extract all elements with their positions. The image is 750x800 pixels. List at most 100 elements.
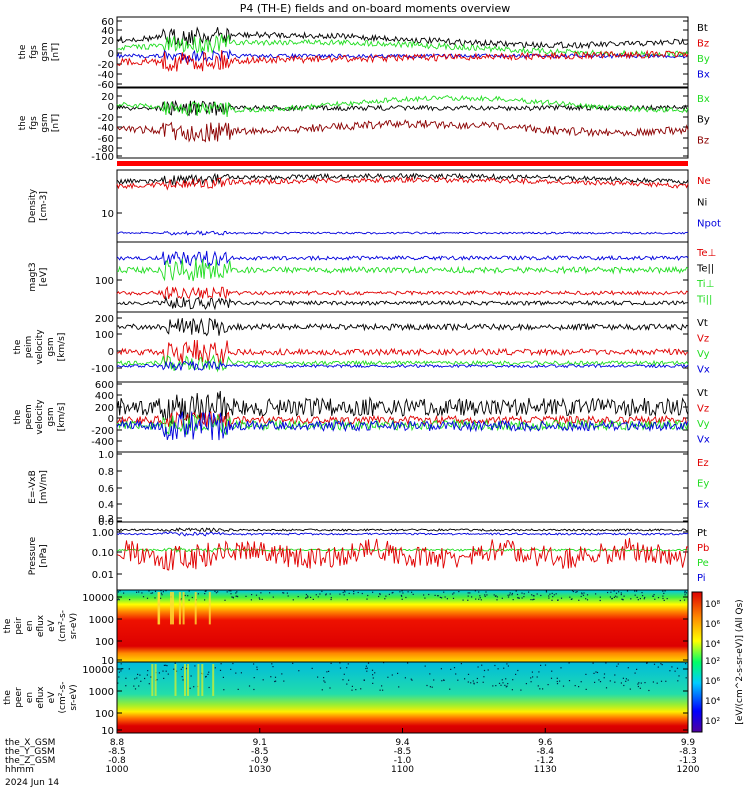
spectrogram-speckle: [610, 591, 612, 593]
spectrogram-speckle: [215, 592, 217, 594]
spectrogram-speckle: [138, 591, 140, 593]
spectrogram-speckle: [605, 687, 608, 689]
spectrogram-speckle: [383, 662, 385, 664]
x-axis-row-name: the_Z_GSM: [5, 756, 55, 766]
x-tick-label: -8.3: [679, 747, 697, 757]
spectrogram-speckle: [547, 684, 549, 686]
spectrogram-speckle: [382, 689, 384, 691]
spectrogram-speckle: [662, 595, 664, 597]
spectrogram-speckle: [166, 665, 168, 667]
spectrogram-speckle: [620, 682, 622, 684]
spectrogram-speckle: [533, 598, 535, 600]
spectrogram-speckle: [158, 672, 160, 674]
y-axis-label: eflux: [36, 686, 46, 709]
spectrogram-speckle: [163, 664, 165, 666]
spectrogram-speckle: [449, 688, 451, 690]
spectrogram-speckle: [467, 599, 469, 601]
spectrogram-speckle: [476, 677, 478, 680]
spectrogram-speckle: [174, 662, 176, 664]
spectrogram-speckle: [235, 592, 237, 594]
spectrogram-speckle: [482, 681, 484, 683]
spectrogram-speckle: [462, 599, 464, 601]
spectrogram-speckle: [346, 683, 348, 685]
y-tick-label: -20: [98, 60, 114, 71]
spectrogram-speckle: [511, 592, 513, 595]
spectrogram-speckle: [638, 682, 640, 684]
spectrogram-speckle: [342, 679, 344, 681]
trace-ni: [116, 172, 689, 187]
y-tick-label: -20: [98, 113, 114, 124]
spectrogram-speckle: [560, 597, 563, 599]
spectrogram-speckle: [511, 594, 513, 596]
spectrogram-speckle: [666, 598, 668, 600]
spectrogram-speckle: [506, 685, 508, 687]
y-axis-label: [nPa]: [39, 544, 49, 567]
legend-ex: Ex: [697, 499, 709, 510]
spectrogram-speckle: [357, 591, 359, 594]
spectrogram-speckle: [467, 673, 470, 675]
spectrogram-speckle: [621, 598, 623, 600]
spectrogram-speckle: [557, 599, 559, 601]
spectrogram-speckle: [572, 591, 575, 593]
spectrogram-speckle: [626, 590, 629, 592]
y-axis-label: eflux: [36, 614, 46, 637]
y-tick-label: 0.01: [92, 570, 114, 581]
spectrogram-speckle: [545, 590, 547, 592]
spectrogram-speckle: [467, 595, 469, 597]
spectrogram-speckle: [346, 599, 348, 601]
spectrogram-speckle: [530, 599, 532, 601]
spectrogram-speckle: [230, 668, 232, 670]
spectrogram-speckle: [271, 663, 273, 665]
spectrogram-speckle: [571, 590, 574, 592]
spectrogram-speckle: [627, 667, 629, 669]
spectrogram-speckle: [636, 596, 638, 598]
spectrogram-burst: [172, 592, 174, 625]
y-tick-label: 1.0: [98, 450, 114, 461]
spectrogram-peir: [117, 590, 688, 662]
spectrogram-speckle: [217, 591, 219, 593]
spectrogram-speckle: [614, 674, 616, 676]
y-axis-label: sr-eV): [69, 613, 79, 639]
spectrogram-speckle: [182, 666, 184, 668]
trace-by: [116, 99, 689, 117]
spectrogram-speckle: [644, 682, 646, 684]
trace-vy: [116, 354, 689, 373]
panel-frame: [116, 87, 689, 159]
panel-fgs: [116, 16, 689, 88]
spectrogram-speckle: [381, 685, 383, 687]
spectrogram-speckle: [346, 667, 348, 669]
spectrogram-speckle: [575, 591, 577, 593]
spectrogram-speckle: [477, 666, 479, 668]
spectrogram-speckle: [580, 595, 582, 598]
trace-pe: [116, 547, 689, 553]
y-tick-label: 200: [95, 403, 114, 414]
trace-pt: [116, 527, 689, 533]
y-tick-label: -200: [91, 426, 114, 437]
spectrogram-speckle: [473, 682, 475, 684]
spectrogram-speckle: [343, 673, 345, 675]
y-tick-label: 20: [101, 36, 114, 47]
spectrogram-speckle: [576, 591, 578, 593]
spectrogram-speckle: [197, 593, 199, 595]
spectrogram-speckle: [372, 674, 374, 676]
spectrogram-speckle: [506, 663, 508, 665]
spectrogram-speckle: [616, 596, 618, 598]
spectrogram-speckle: [253, 688, 255, 691]
spectrogram-speckle: [251, 594, 253, 596]
y-axis-label: [eV]: [39, 268, 49, 287]
spectrogram-speckle: [431, 686, 433, 688]
spectrogram-speckle: [537, 685, 539, 687]
spectrogram-speckle: [351, 685, 353, 687]
panel-frame: [116, 241, 689, 313]
spectrogram-speckle: [684, 592, 686, 594]
y-axis-label: gsm: [40, 113, 50, 132]
spectrogram-speckle: [412, 593, 414, 595]
y-axis-label: [nT]: [51, 43, 61, 61]
spectrogram-speckle: [286, 592, 288, 594]
spectrogram-speckle: [517, 669, 519, 672]
spectrogram-speckle: [511, 689, 513, 691]
spectrogram-speckle: [625, 680, 627, 682]
spectrogram-speckle: [123, 592, 125, 594]
y-axis-label: magt3: [28, 262, 38, 291]
